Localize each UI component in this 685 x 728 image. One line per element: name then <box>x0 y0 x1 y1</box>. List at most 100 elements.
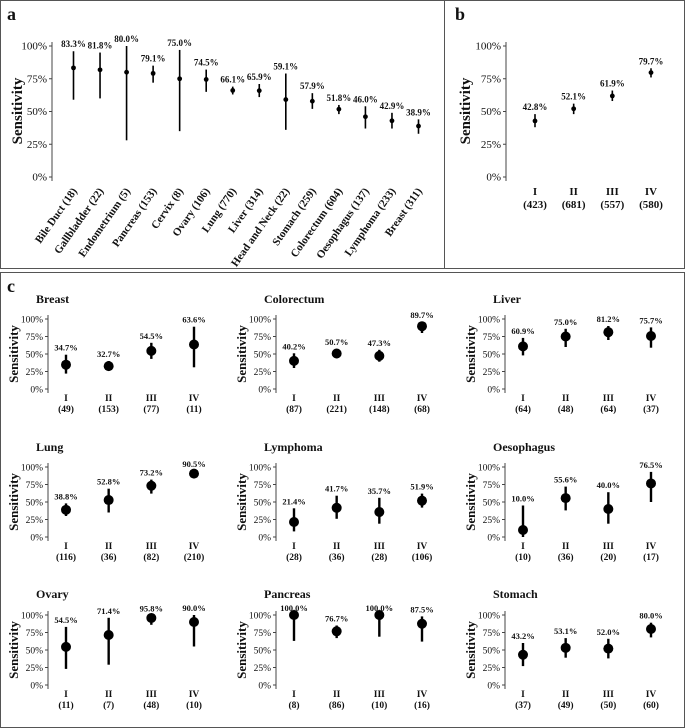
chart-title: Liver <box>493 292 522 306</box>
y-tick-label: 75% <box>27 73 47 85</box>
x-category-label: II <box>105 394 113 404</box>
y-tick-label: 75% <box>254 333 272 343</box>
chart-c-lymphoma: 0% 25% 50% 75% 100%Sensitivity Lymphoma 21.4% I… <box>234 440 434 563</box>
y-tick-label: 0% <box>258 534 271 544</box>
x-count-label: (50) <box>600 700 616 711</box>
data-label: 52.8% <box>97 477 120 487</box>
y-axis-label: Sensitivity <box>234 621 249 679</box>
data-label: 100.0% <box>280 603 308 613</box>
y-tick-label: 50% <box>254 351 272 361</box>
data-point <box>97 67 103 73</box>
data-label: 40.0% <box>597 480 620 490</box>
y-tick-label: 0% <box>487 682 500 692</box>
data-point <box>389 118 395 124</box>
data-point <box>61 359 71 370</box>
y-axis-label: Sensitivity <box>10 77 26 144</box>
x-count-label: (48) <box>558 404 574 415</box>
y-tick-label: 0% <box>30 534 43 544</box>
y-tick-label: 25% <box>483 516 501 526</box>
y-tick-label: 0% <box>32 172 47 184</box>
data-label: 100.0% <box>366 603 394 613</box>
data-point <box>417 321 427 332</box>
data-label: 87.5% <box>410 604 433 614</box>
panel-letter-b: b <box>455 4 465 24</box>
chart-title: Pancreas <box>264 587 311 601</box>
x-count-label: (49) <box>58 404 74 415</box>
x-category-label: IV <box>646 690 657 700</box>
data-point <box>417 618 427 629</box>
data-label: 81.2% <box>597 314 620 324</box>
chart-title: Oesophagus <box>493 440 555 454</box>
chart-title: Lung <box>36 440 63 454</box>
chart-c-oesophagus: 0% 25% 50% 75% 100%Sensitivity Oesophagus 10.0… <box>463 440 663 563</box>
chart-title: Colorectum <box>264 292 324 306</box>
y-axis-label: Sensitivity <box>6 621 21 679</box>
x-category-label: I <box>292 690 296 700</box>
data-point <box>518 525 528 535</box>
chart-c-pancreas: 0% 25% 50% 75% 100%Sensitivity Pancreas 100.0%… <box>234 587 434 711</box>
data-label: 63.6% <box>182 315 205 325</box>
x-count-label: (210) <box>184 552 205 563</box>
y-tick-label: 0% <box>486 172 501 184</box>
x-count-label: (36) <box>101 552 117 563</box>
x-category-label: IV <box>417 690 428 700</box>
data-point <box>189 339 199 350</box>
data-point <box>146 345 157 356</box>
data-label: 57.9% <box>300 81 325 91</box>
data-label: 81.8% <box>88 41 113 51</box>
y-tick-label: 100% <box>478 316 500 326</box>
data-label: 51.9% <box>410 482 433 492</box>
x-category-label: III <box>146 394 157 404</box>
x-category-label: III <box>606 186 619 198</box>
y-tick-label: 25% <box>26 368 44 378</box>
data-label: 71.4% <box>97 606 120 616</box>
x-count-label: (37) <box>643 404 659 415</box>
data-point <box>189 468 199 479</box>
x-category-label: IV <box>189 542 200 552</box>
data-label: 90.0% <box>182 603 205 613</box>
y-tick-label: 75% <box>483 629 501 639</box>
data-label: 34.7% <box>54 343 77 353</box>
x-count-label: (28) <box>371 552 387 563</box>
chart-c-ovary: 0% 25% 50% 75% 100%Sensitivity Ovary 54.5% I(11… <box>6 587 206 711</box>
data-point <box>177 76 183 82</box>
data-point <box>603 643 614 654</box>
data-label: 41.7% <box>325 484 348 494</box>
data-point <box>289 355 299 366</box>
x-category-label: I <box>64 690 68 700</box>
y-tick-label: 100% <box>249 316 271 326</box>
x-category-label: II <box>569 186 578 198</box>
y-tick-label: 50% <box>27 106 47 118</box>
data-point <box>646 624 656 634</box>
data-point <box>336 106 342 112</box>
data-label: 65.9% <box>247 72 272 82</box>
x-category-label: II <box>105 542 113 552</box>
y-tick-label: 50% <box>26 351 44 361</box>
y-tick-label: 0% <box>487 386 500 396</box>
y-tick-label: 25% <box>481 139 501 151</box>
data-label: 75.0% <box>167 38 192 48</box>
x-count-label: (77) <box>143 404 159 415</box>
x-category-label: IV <box>645 186 657 198</box>
data-point <box>230 88 236 93</box>
data-point <box>124 69 129 75</box>
x-count-label: (68) <box>414 404 430 415</box>
x-count-label: (64) <box>515 404 531 415</box>
data-point <box>189 617 199 627</box>
data-point <box>646 478 656 489</box>
y-tick-label: 100% <box>249 612 271 622</box>
x-count-label: (36) <box>329 552 345 563</box>
data-point <box>560 493 571 504</box>
x-count-label: (60) <box>643 700 659 711</box>
x-category-label: III <box>374 394 385 404</box>
data-point <box>103 495 114 506</box>
x-category-label: IV <box>646 394 657 404</box>
x-count-label: (11) <box>186 404 201 415</box>
x-count-label: (28) <box>286 552 302 563</box>
x-count-label: (557) <box>600 199 624 211</box>
data-point <box>560 331 571 342</box>
y-tick-label: 50% <box>483 647 501 657</box>
chart-b: 0% 25% 50% 75% 100% Sensitivity 42.8% I(423) 52.… <box>458 41 663 212</box>
x-category-label: II <box>333 542 341 552</box>
data-label: 54.5% <box>140 331 163 341</box>
